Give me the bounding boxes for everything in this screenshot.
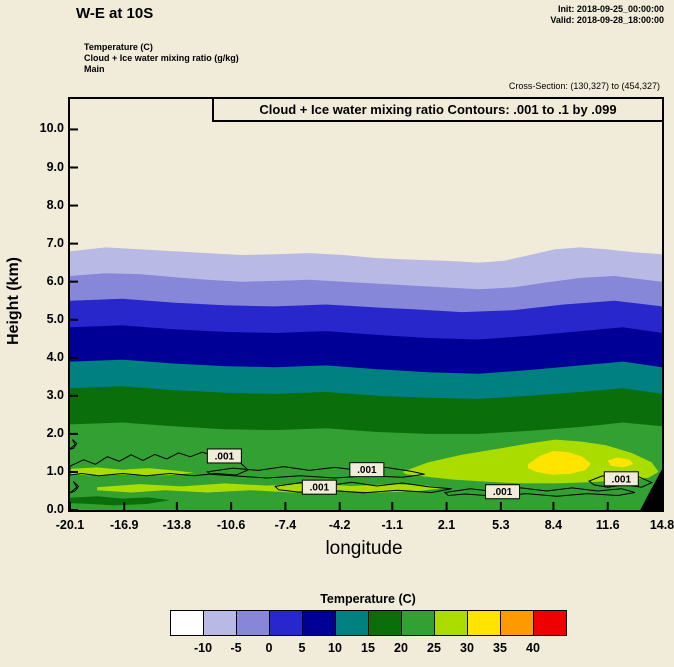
contour-label-box — [349, 462, 385, 478]
cloud-contour-line — [206, 466, 425, 479]
colorbar-tick-label: 10 — [328, 641, 342, 655]
page-title: W-E at 10S — [76, 5, 154, 22]
y-tick-label: 8.0 — [46, 197, 64, 212]
y-tick-label: 9.0 — [46, 159, 64, 174]
cloud-contour-line — [70, 439, 78, 450]
colorbar-box — [269, 610, 303, 636]
temperature-patch-15 — [70, 496, 171, 506]
colorbar-title: Temperature (C) — [320, 592, 416, 606]
y-axis-title: Height (km) — [5, 257, 22, 345]
terrain-shape — [640, 469, 662, 510]
x-tick-label: -4.2 — [328, 518, 351, 532]
valid-time: Valid: 2018-09-28_18:00:00 — [550, 15, 664, 25]
field-temperature: Temperature (C) — [84, 42, 153, 52]
contour-label-box — [206, 448, 242, 464]
x-tick-label: -16.9 — [110, 518, 139, 532]
colorbar-box — [236, 610, 270, 636]
init-time: Init: 2018-09-25_00:00:00 — [557, 4, 664, 14]
colorbar-box — [335, 610, 369, 636]
temperature-patch-25 — [97, 483, 445, 493]
colorbar-tick-label: 35 — [493, 641, 507, 655]
y-tick-label: 6.0 — [46, 273, 64, 288]
y-tick-label: 0.0 — [46, 502, 64, 516]
contour-label-box — [485, 484, 521, 500]
x-tick-label: 14.8 — [649, 518, 674, 532]
contour-label-box — [301, 479, 337, 495]
run-times: Init: 2018-09-25_00:00:00 Valid: 2018-09… — [550, 4, 664, 26]
temperature-patch-25 — [402, 439, 659, 484]
contour-label: .001 — [215, 451, 235, 462]
y-tick-label: 7.0 — [46, 235, 64, 250]
colorbar-tick-label: -10 — [193, 641, 213, 655]
x-axis-title: longitude — [325, 538, 403, 559]
field-model-name: Main — [84, 64, 105, 74]
colorbar-tick-label: 25 — [427, 641, 441, 655]
field-list: Temperature (C) Cloud + Ice water mixing… — [84, 42, 239, 75]
colorbar-tick-label: 20 — [394, 641, 408, 655]
colorbar-box — [533, 610, 567, 636]
colorbar: -10 -5 0 5 10 15 20 25 30 35 40 — [170, 610, 567, 655]
y-tick-label: 10.0 — [39, 121, 64, 136]
x-tick-label: 11.6 — [595, 518, 620, 532]
colorbar-box — [302, 610, 336, 636]
x-tick-label: 8.4 — [544, 518, 563, 532]
colorbar-box — [401, 610, 435, 636]
contour-title-box: Cloud + Ice water mixing ratio Contours:… — [212, 97, 664, 122]
cross-section-plot: .001 .001 .001 .001 .001 Cloud + Ice water m… — [40, 97, 674, 532]
contour-label: .001 — [493, 487, 513, 498]
colorbar-tick-label: 15 — [361, 641, 375, 655]
contour-label: .001 — [310, 483, 330, 494]
colorbar-box — [500, 610, 534, 636]
x-tick-label: -13.8 — [162, 518, 192, 532]
x-tick-label: -7.4 — [274, 518, 297, 532]
colorbar-box — [368, 610, 402, 636]
colorbar-tick-label: 40 — [526, 641, 540, 655]
contour-label: .001 — [357, 465, 377, 476]
y-tick-label: 1.0 — [46, 463, 64, 478]
colorbar-tick-label: 5 — [298, 641, 306, 655]
x-tick-label: 5.3 — [492, 518, 510, 532]
colorbar-box — [434, 610, 468, 636]
colorbar-box — [467, 610, 501, 636]
contour-label-box — [603, 471, 639, 487]
x-tick-label: -1.1 — [381, 518, 404, 532]
x-tick-label: 2.1 — [437, 518, 456, 532]
colorbar-box — [203, 610, 237, 636]
x-tick-label: -20.1 — [55, 518, 85, 532]
colorbar-tick-label: -5 — [230, 641, 242, 655]
contour-plot-canvas: .001 .001 .001 .001 .001 — [70, 128, 662, 510]
y-tick-label: 5.0 — [46, 311, 64, 326]
contour-label: .001 — [612, 474, 632, 485]
field-cloud-mixing-ratio: Cloud + Ice water mixing ratio (g/kg) — [84, 53, 239, 63]
colorbar-tick-label: 30 — [460, 641, 474, 655]
colorbar-box — [170, 610, 204, 636]
colorbar-tick-label: 0 — [265, 641, 273, 655]
cross-section-label: Cross-Section: (130,327) to (454,327) — [508, 81, 660, 91]
temperature-patch-30 — [607, 457, 634, 468]
y-tick-label: 3.0 — [46, 387, 64, 402]
cloud-contour-line — [70, 481, 80, 494]
y-tick-label: 2.0 — [46, 425, 64, 440]
temperature-patch-30 — [528, 451, 591, 475]
x-tick-label: -10.6 — [216, 518, 246, 532]
y-tick-label: 4.0 — [46, 349, 64, 364]
